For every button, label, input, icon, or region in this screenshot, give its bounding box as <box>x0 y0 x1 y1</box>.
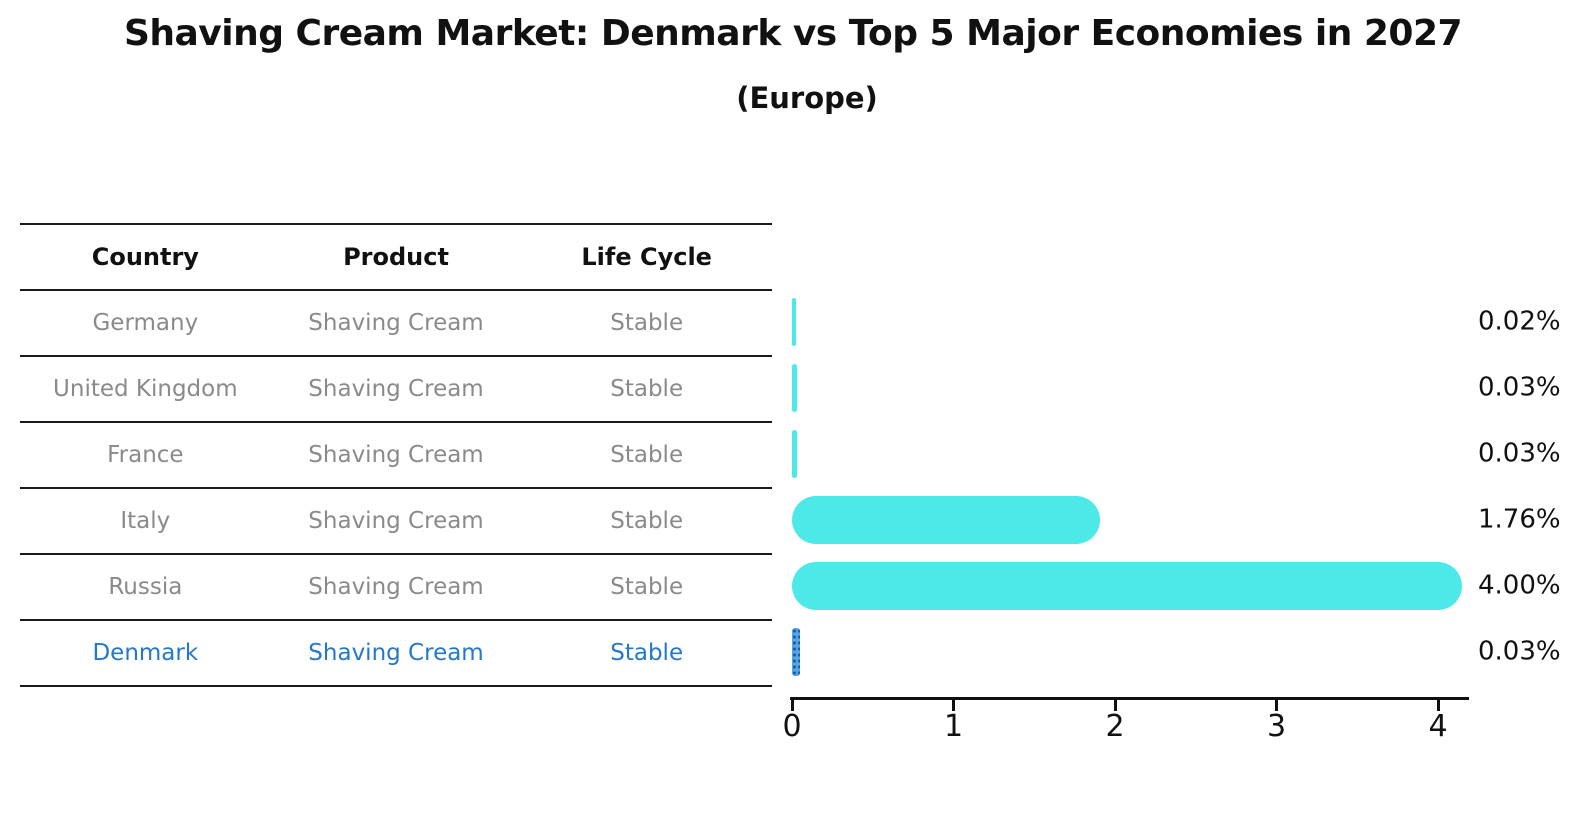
bar-germany <box>792 298 796 346</box>
bar-russia <box>792 562 1462 610</box>
bar-united-kingdom <box>792 364 797 412</box>
bar-denmark <box>792 628 800 676</box>
x-tick-mark-1 <box>952 700 955 711</box>
cell-product: Shaving Cream <box>308 508 484 534</box>
table-row-denmark: Denmark Shaving Cream Stable <box>20 621 772 687</box>
table-row-united-kingdom: United Kingdom Shaving Cream Stable <box>20 357 772 423</box>
cell-product: Shaving Cream <box>308 640 484 666</box>
cell-country: Russia <box>108 574 183 600</box>
cell-life-cycle: Stable <box>610 310 684 336</box>
value-label-italy: 1.76% <box>1478 504 1561 535</box>
table-row-germany: Germany Shaving Cream Stable <box>20 291 772 357</box>
value-label-russia: 4.00% <box>1478 570 1561 601</box>
x-tick-label-0: 0 <box>782 709 802 744</box>
cell-product: Shaving Cream <box>308 574 484 600</box>
cell-life-cycle: Stable <box>610 442 684 468</box>
column-header-life-cycle: Life Cycle <box>581 243 712 271</box>
column-header-product: Product <box>343 243 449 271</box>
x-axis-line <box>790 697 1469 700</box>
value-label-france: 0.03% <box>1478 438 1561 469</box>
value-label-denmark: 0.03% <box>1478 636 1561 667</box>
cell-country: Italy <box>120 508 171 534</box>
bar-france <box>792 430 797 478</box>
cell-life-cycle: Stable <box>610 376 684 402</box>
bar-italy <box>792 496 1101 544</box>
value-label-united-kingdom: 0.03% <box>1478 372 1561 403</box>
table-row-russia: Russia Shaving Cream Stable <box>20 555 772 621</box>
x-tick-mark-0 <box>790 700 794 711</box>
value-label-germany: 0.02% <box>1478 306 1561 337</box>
country-table: Country Product Life Cycle Germany Shaving … <box>20 223 772 687</box>
cell-country: United Kingdom <box>53 376 238 402</box>
x-tick-label-2: 2 <box>1105 709 1125 744</box>
table-row-france: France Shaving Cream Stable <box>20 423 772 489</box>
x-tick-mark-2 <box>1113 700 1117 711</box>
cell-life-cycle: Stable <box>610 640 684 666</box>
page-title: Shaving Cream Market: Denmark vs Top 5 M… <box>123 13 1463 54</box>
x-tick-label-3: 3 <box>1266 709 1287 744</box>
cell-country: France <box>107 442 184 468</box>
x-tick-mark-4 <box>1436 700 1440 711</box>
cell-country: Germany <box>92 310 199 336</box>
x-tick-label-1: 1 <box>943 709 964 744</box>
cell-country: Denmark <box>92 640 199 666</box>
cell-life-cycle: Stable <box>610 574 684 600</box>
x-tick-label-4: 4 <box>1428 709 1448 744</box>
table-header-row: Country Product Life Cycle <box>20 225 772 291</box>
x-tick-mark-3 <box>1275 700 1278 711</box>
cell-life-cycle: Stable <box>610 508 684 534</box>
cell-product: Shaving Cream <box>308 442 484 468</box>
cell-product: Shaving Cream <box>308 376 484 402</box>
table-row-italy: Italy Shaving Cream Stable <box>20 489 772 555</box>
page-subtitle: (Europe) <box>736 81 878 115</box>
cell-product: Shaving Cream <box>308 310 484 336</box>
column-header-country: Country <box>91 243 199 271</box>
